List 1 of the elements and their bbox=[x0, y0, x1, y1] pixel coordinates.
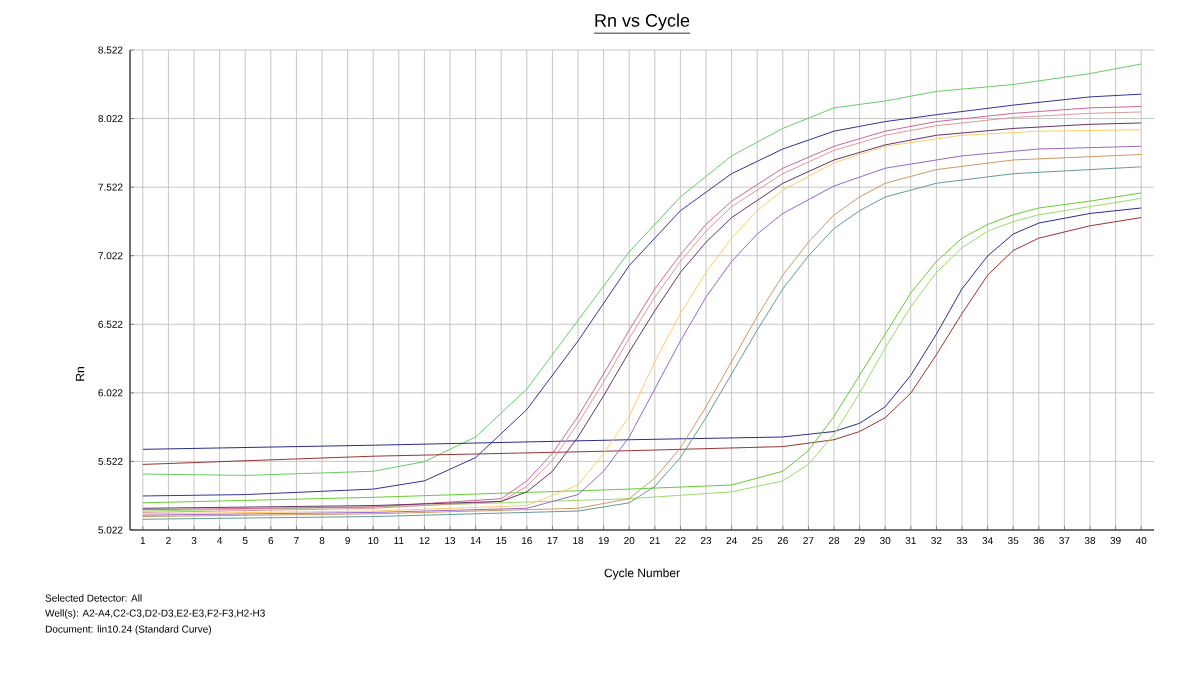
chart-title: Rn vs Cycle bbox=[595, 13, 690, 31]
